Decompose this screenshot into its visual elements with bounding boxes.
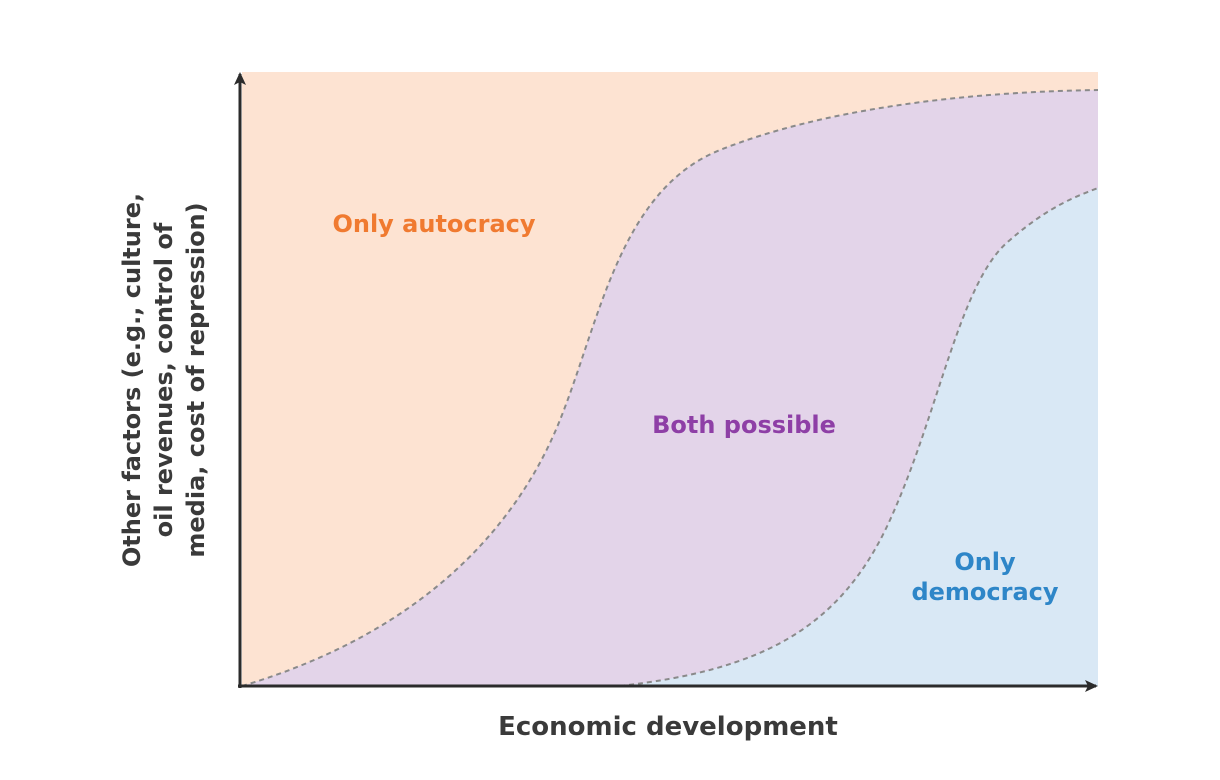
lower-boundary-curve bbox=[619, 187, 1099, 687]
label-only-autocracy: Only autocracy bbox=[332, 210, 535, 238]
region-only-democracy bbox=[620, 188, 1098, 686]
label-both-possible: Both possible bbox=[652, 411, 836, 439]
y-axis-label-line3: media, cost of repression) bbox=[182, 202, 210, 557]
y-axis-label-line2: oil revenues, control of bbox=[150, 222, 178, 537]
y-axis-label: Other factors (e.g., culture, oil revenu… bbox=[118, 193, 210, 567]
y-axis-label-line1: Other factors (e.g., culture, bbox=[118, 193, 146, 567]
label-only-democracy-line2: democracy bbox=[911, 578, 1058, 606]
label-only-democracy-line1: Only bbox=[954, 548, 1016, 576]
upper-boundary-curve bbox=[241, 89, 1099, 687]
x-axis-label: Economic development bbox=[498, 712, 838, 742]
